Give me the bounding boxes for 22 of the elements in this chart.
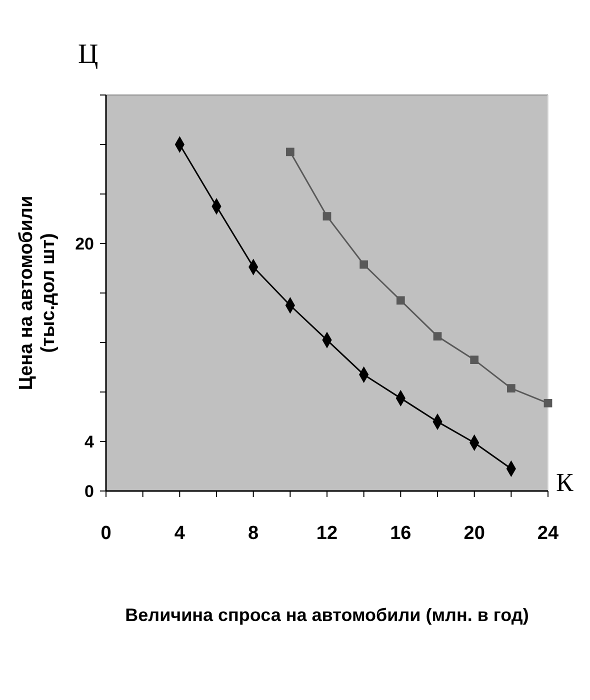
point [396, 296, 405, 305]
x-tick-label: 0 [100, 523, 112, 544]
point [433, 332, 442, 340]
y-tick-label: 0 [84, 482, 94, 501]
point [506, 384, 516, 392]
y-tick-label: 4 [84, 432, 95, 452]
x-axis-title: Величина спроса на автомобили (млн. в год) [125, 605, 529, 625]
x-tick-label: 8 [248, 523, 259, 544]
point [322, 212, 332, 220]
x-tick-label: 4 [174, 523, 186, 544]
y-tick-label: 20 [75, 234, 94, 254]
x-tick-label: 20 [464, 523, 485, 544]
point [286, 148, 294, 156]
y-axis-title: Цена на автомобили (тыс.дол шт) [16, 196, 59, 390]
x-tick-label: 24 [537, 523, 559, 544]
x-tick-label: 16 [390, 523, 412, 544]
text: К [556, 468, 574, 497]
x-tick-label: 12 [316, 523, 338, 544]
point [544, 398, 552, 408]
text: Ц [78, 39, 98, 70]
point [360, 260, 368, 269]
point [470, 356, 479, 364]
